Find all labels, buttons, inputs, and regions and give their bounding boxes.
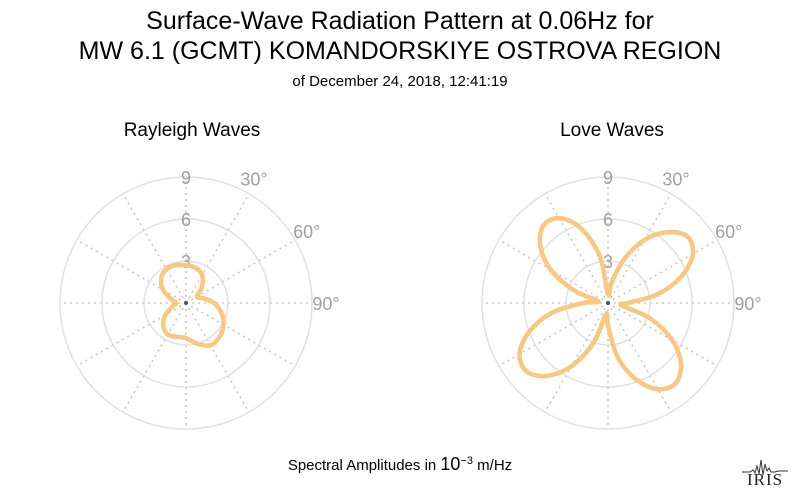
rayleigh-pattern-line xyxy=(158,262,226,349)
rayleigh-r-tick-6: 6 xyxy=(181,210,191,230)
love-spoke-210 xyxy=(544,302,609,413)
rayleigh-angle-tick-60: 60° xyxy=(293,222,320,242)
love-pattern-line xyxy=(517,215,696,392)
footer-unit: m/Hz xyxy=(472,457,513,474)
seismogram-icon xyxy=(742,459,788,476)
love-r-tick-6: 6 xyxy=(603,210,613,230)
love-angle-tick-30: 30° xyxy=(662,169,689,189)
footer-units-label: Spectral Amplitudes in 10−3 m/Hz xyxy=(0,454,800,475)
rayleigh-polar-plot: 3 6 9 30° 60° 90° xyxy=(59,168,340,430)
rayleigh-spoke-30 xyxy=(185,193,250,304)
rayleigh-angle-tick-90: 90° xyxy=(312,294,339,314)
chart-subtitle: of December 24, 2018, 12:41:19 xyxy=(292,73,508,90)
rayleigh-spoke-120 xyxy=(185,302,296,367)
love-spoke-30 xyxy=(607,193,672,304)
rayleigh-angle-tick-30: 30° xyxy=(240,169,267,189)
chart-title-line2: MW 6.1 (GCMT) KOMANDORSKIYE OSTROVA REGI… xyxy=(78,37,722,65)
footer-exponent: −3 xyxy=(460,455,473,467)
rayleigh-r-tick-9: 9 xyxy=(181,168,191,188)
love-ring-9 xyxy=(481,176,735,430)
love-ring-6 xyxy=(523,218,693,388)
footer-base: 10 xyxy=(440,454,461,474)
love-angle-tick-90: 90° xyxy=(734,294,761,314)
rayleigh-ring-3 xyxy=(143,260,229,346)
rayleigh-spoke-330 xyxy=(122,193,187,304)
love-ring-3 xyxy=(565,260,651,346)
rayleigh-r-tick-3: 3 xyxy=(181,252,191,272)
iris-logo-text: IRIS xyxy=(746,470,784,489)
love-angle-tick-60: 60° xyxy=(715,222,742,242)
rayleigh-subplot-title: Rayleigh Waves xyxy=(123,120,261,141)
rayleigh-spoke-150 xyxy=(185,302,250,413)
rayleigh-spoke-210 xyxy=(122,302,187,413)
rayleigh-ring-6 xyxy=(101,218,271,388)
rayleigh-spoke-300 xyxy=(76,239,187,304)
love-polar-plot: 3 6 9 30° 60° 90° xyxy=(481,168,762,430)
rayleigh-center-point xyxy=(184,301,188,305)
love-center-point xyxy=(606,301,610,305)
love-r-tick-3: 3 xyxy=(603,252,613,272)
footer-prefix: Spectral Amplitudes in xyxy=(287,457,441,474)
rayleigh-ring-9 xyxy=(59,176,313,430)
love-spoke-120 xyxy=(607,302,718,367)
chart-title-line1: Surface-Wave Radiation Pattern at 0.06Hz… xyxy=(146,7,654,35)
love-subplot-title: Love Waves xyxy=(560,120,664,141)
love-r-tick-9: 9 xyxy=(603,168,613,188)
iris-logo: IRIS xyxy=(740,456,790,490)
